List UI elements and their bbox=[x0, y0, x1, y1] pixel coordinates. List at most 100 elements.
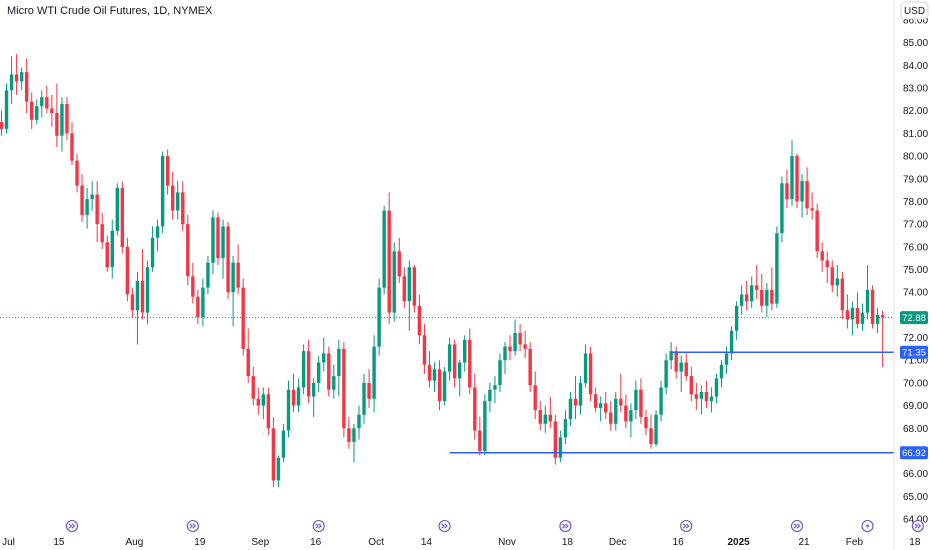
candle bbox=[609, 401, 613, 431]
candle-body bbox=[473, 387, 477, 431]
candle-body bbox=[724, 353, 729, 365]
candle-body bbox=[875, 314, 880, 324]
candle bbox=[251, 367, 255, 406]
candle-body bbox=[865, 289, 870, 313]
candle bbox=[870, 285, 875, 329]
candle-body bbox=[236, 262, 240, 288]
candle-body bbox=[775, 233, 779, 304]
y-tick-label: 72.00 bbox=[903, 333, 928, 344]
candle bbox=[835, 264, 840, 297]
candle bbox=[437, 360, 442, 411]
time-axis[interactable]: Jul 15 Aug 19 Sep 16 Oct 14 Nov 18 Dec 16 2025 21 Feb 1… bbox=[2, 537, 921, 548]
candle-body bbox=[699, 391, 704, 399]
candle-body bbox=[311, 382, 316, 397]
candle-body bbox=[140, 280, 145, 313]
event-arrow-icon[interactable] bbox=[911, 519, 924, 533]
candle bbox=[689, 367, 693, 402]
candle bbox=[840, 271, 845, 320]
candle-body bbox=[578, 382, 583, 406]
candle bbox=[795, 153, 799, 209]
candle bbox=[518, 323, 522, 352]
candle-body bbox=[422, 335, 427, 365]
candle-body bbox=[493, 385, 497, 390]
candle-body bbox=[85, 199, 89, 216]
candle bbox=[422, 323, 427, 374]
x-tick-label: 16 bbox=[310, 537, 322, 548]
event-arrow-icon[interactable] bbox=[438, 519, 451, 533]
event-arrow-icon[interactable] bbox=[680, 519, 693, 533]
candle-body bbox=[644, 416, 648, 429]
candle bbox=[201, 278, 205, 327]
horizontal-levels bbox=[0, 317, 894, 454]
candle bbox=[397, 237, 401, 284]
candle-body bbox=[372, 346, 376, 399]
y-tick-label: 68.00 bbox=[903, 424, 928, 435]
candle-body bbox=[206, 262, 210, 288]
candle bbox=[830, 260, 834, 293]
candle bbox=[291, 373, 296, 413]
candle bbox=[231, 255, 235, 327]
currency-button[interactable]: USD bbox=[900, 1, 929, 20]
candle bbox=[750, 276, 754, 309]
candle bbox=[392, 242, 396, 322]
candle bbox=[387, 192, 391, 324]
candle bbox=[60, 97, 64, 152]
candle-body bbox=[598, 403, 603, 408]
event-arrow-icon[interactable] bbox=[312, 519, 325, 533]
candle-body bbox=[347, 428, 351, 442]
y-tick-label: 69.00 bbox=[903, 401, 928, 412]
candle-body bbox=[286, 389, 291, 431]
y-tick-label: 83.00 bbox=[903, 84, 928, 95]
candle-body bbox=[24, 72, 29, 102]
candle-body bbox=[452, 344, 457, 379]
candle-body bbox=[619, 398, 623, 406]
candle-body bbox=[553, 421, 558, 458]
candle bbox=[115, 183, 120, 236]
candle bbox=[407, 260, 412, 331]
candle bbox=[165, 149, 170, 195]
y-tick-label: 81.00 bbox=[903, 129, 928, 140]
candle-body bbox=[432, 369, 437, 381]
candle-body bbox=[649, 428, 653, 445]
candle-body bbox=[115, 187, 120, 231]
candle-body bbox=[583, 353, 588, 383]
price-badge bbox=[900, 446, 928, 460]
candle-body bbox=[573, 398, 578, 406]
candle-body bbox=[533, 385, 537, 411]
candle-body bbox=[729, 330, 734, 354]
candle-body bbox=[739, 294, 744, 306]
candle-body bbox=[659, 387, 663, 415]
event-arrow-icon[interactable] bbox=[65, 519, 79, 533]
candle bbox=[508, 335, 512, 361]
candle bbox=[281, 423, 286, 463]
candle bbox=[463, 335, 467, 372]
candle bbox=[790, 140, 794, 206]
event-arrow-icon[interactable] bbox=[559, 519, 572, 533]
candle-body bbox=[145, 267, 150, 313]
candle bbox=[155, 219, 160, 252]
price-axis[interactable]: 64.0065.0066.0067.0068.0069.0070.0071.00… bbox=[903, 16, 928, 526]
event-lightning-icon[interactable] bbox=[861, 519, 874, 533]
y-tick-label: 71.00 bbox=[903, 356, 928, 367]
candle-body bbox=[714, 378, 719, 397]
candle-body bbox=[110, 230, 114, 268]
price-badge-label: 71.35 bbox=[902, 348, 926, 359]
event-arrow-icon[interactable] bbox=[790, 519, 804, 533]
candle bbox=[578, 376, 583, 415]
candle-body bbox=[377, 287, 381, 347]
event-arrow-icon[interactable] bbox=[186, 519, 199, 533]
candle bbox=[533, 371, 537, 420]
candle bbox=[649, 414, 653, 449]
candle-body bbox=[60, 103, 64, 136]
candle-body bbox=[518, 333, 522, 345]
x-tick-label: 2025 bbox=[727, 537, 750, 548]
x-tick-label: Aug bbox=[126, 537, 144, 548]
candle-body bbox=[40, 97, 44, 107]
candle bbox=[614, 391, 618, 431]
candle-body bbox=[840, 278, 845, 311]
candle bbox=[684, 353, 688, 381]
x-tick-label: 18 bbox=[562, 537, 574, 548]
candle-body bbox=[523, 344, 527, 349]
